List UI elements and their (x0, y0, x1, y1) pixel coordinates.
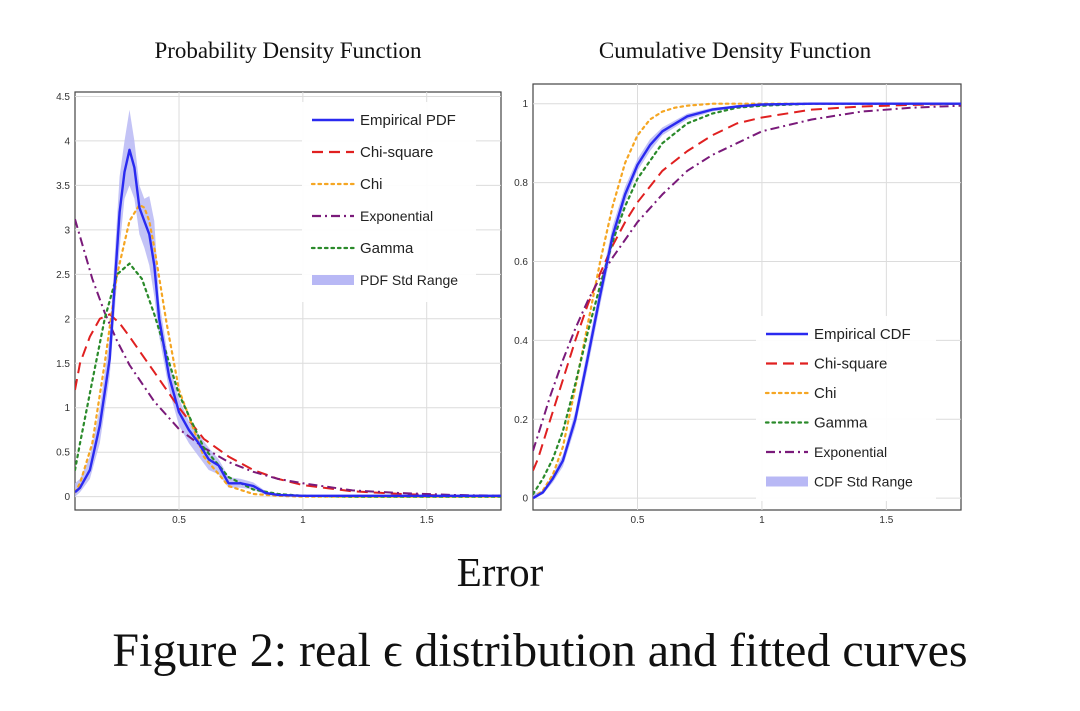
cdf-y-tick-label: 0.6 (514, 257, 528, 268)
pdf-chart-title: Probability Density Function (154, 38, 422, 63)
cdf-legend-label: CDF Std Range (814, 474, 913, 490)
pdf-y-tick-label: 2 (64, 314, 70, 325)
cdf-y-tick-label: 1 (522, 99, 528, 110)
cdf-chart-title: Cumulative Density Function (599, 38, 872, 63)
cdf-legend-label: Chi-square (814, 356, 887, 373)
pdf-y-tick-label: 0 (64, 492, 70, 503)
pdf-x-tick-label: 1 (300, 515, 306, 526)
pdf-y-tick-label: 2.5 (56, 270, 70, 281)
cdf-legend-label: Exponential (814, 444, 887, 460)
cdf-series-group (533, 102, 961, 500)
cdf-legend-background (756, 316, 936, 501)
cdf-series-empirical-cdf (533, 102, 961, 500)
pdf-y-tick-label: 1 (64, 403, 70, 414)
cdf-legend-swatch (766, 476, 808, 487)
cdf-plot-area: 0.5 1 1.5 0 0.2 0.4 0.6 0.8 1 (514, 84, 961, 526)
pdf-series-group (75, 109, 501, 498)
cdf-x-tick-label: 0.5 (631, 515, 645, 526)
pdf-legend: Empirical PDF Chi-square Chi Exponential Gam… (302, 102, 476, 302)
cdf-legend-label: Empirical CDF (814, 326, 911, 343)
pdf-y-tick-label: 4.5 (56, 92, 70, 103)
pdf-legend-swatch (312, 275, 354, 285)
pdf-series-chi-square (75, 313, 501, 497)
pdf-y-tick-label: 1.5 (56, 359, 70, 370)
pdf-y-tick-label: 3 (64, 225, 70, 236)
cdf-legend-label: Gamma (814, 415, 868, 432)
x-axis-label: Error (457, 549, 544, 595)
cdf-x-tick-label: 1.5 (879, 515, 893, 526)
cdf-y-tick-label: 0.2 (514, 415, 528, 426)
pdf-legend-background (302, 102, 476, 302)
pdf-y-tick-label: 0.5 (56, 448, 70, 459)
pdf-series-empirical-pdf (75, 148, 501, 497)
cdf-series-chi-square (533, 102, 961, 471)
pdf-legend-label: Chi (360, 176, 383, 193)
pdf-x-tick-label: 0.5 (172, 515, 186, 526)
pdf-x-tick-label: 1.5 (420, 515, 434, 526)
pdf-legend-label: Gamma (360, 240, 414, 257)
pdf-legend-label: PDF Std Range (360, 272, 458, 288)
cdf-y-tick-label: 0 (522, 494, 528, 505)
figure-caption: Figure 2: real ϵ distribution and fitted… (112, 624, 967, 677)
cdf-legend: Empirical CDF Chi-square Chi Gamma Exponenti… (756, 316, 936, 501)
cdf-y-tick-label: 0.8 (514, 178, 528, 189)
pdf-series-chi (75, 203, 501, 498)
pdf-legend-label: Empirical PDF (360, 112, 456, 129)
pdf-y-tick-label: 4 (64, 136, 70, 147)
cdf-x-tick-label: 1 (759, 515, 765, 526)
cdf-series-chi (533, 102, 961, 500)
cdf-y-tick-label: 0.4 (514, 336, 528, 347)
pdf-y-tick-label: 3.5 (56, 181, 70, 192)
pdf-legend-label: Exponential (360, 208, 433, 224)
cdf-series-exponential (533, 104, 961, 452)
cdf-legend-label: Chi (814, 385, 837, 402)
pdf-legend-label: Chi-square (360, 144, 433, 161)
